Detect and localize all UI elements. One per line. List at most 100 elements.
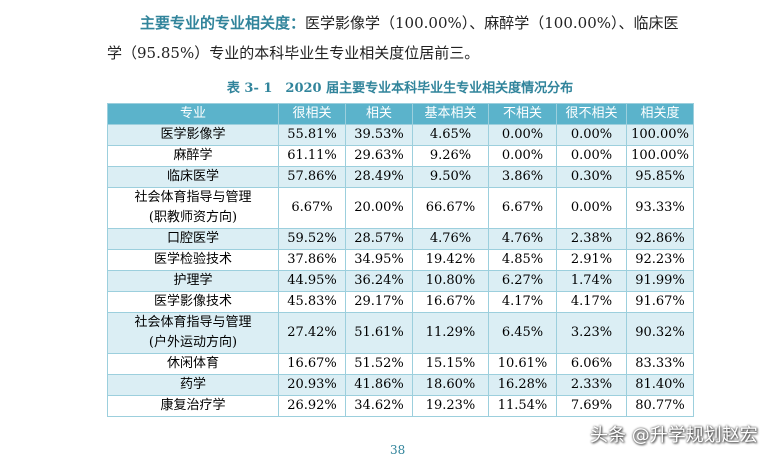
major-line: 口腔医学 [166,231,219,246]
table-row: 休闲体育 16.67% 51.52% 15.15% 10.61% 6.06% 83.33% [107,353,694,375]
value-cell: 4.76% [412,228,489,250]
value-cell: 81.40% [626,374,694,396]
value-cell: 59.52% [278,228,346,250]
value-cell: 91.99% [626,270,694,292]
value-cell: 26.92% [278,395,346,417]
table-row: 麻醉学 61.11% 29.63% 9.26% 0.00% 0.00% 100.00% [107,145,694,167]
value-cell: 4.17% [556,291,627,313]
header-cell: 相关度 [626,103,694,125]
value-cell: 19.23% [412,395,489,417]
value-cell: 6.06% [556,353,627,375]
value-cell: 44.95% [278,270,346,292]
major-line: 护理学 [173,273,213,288]
major-cell: 社会体育指导与管理 (职教师资方向) [107,187,279,229]
value-cell: 15.15% [412,353,489,375]
major-line: (户外运动方向) [148,335,238,350]
table-row: 药学 20.93% 41.86% 18.60% 16.28% 2.33% 81.40% [107,374,694,396]
value-cell: 16.28% [488,374,557,396]
value-cell: 90.32% [626,312,694,354]
value-cell: 20.00% [345,187,413,229]
value-cell: 1.74% [556,270,627,292]
value-cell: 66.67% [412,187,489,229]
value-cell: 0.00% [488,145,557,167]
value-cell: 4.85% [488,249,557,271]
value-cell: 80.77% [626,395,694,417]
major-cell: 医学检验技术 [107,249,279,271]
major-line: 临床医学 [166,169,219,184]
value-cell: 0.00% [556,145,627,167]
value-cell: 92.23% [626,249,694,271]
value-cell: 45.83% [278,291,346,313]
major-line: 医学影像学 [160,127,226,142]
table-row: 社会体育指导与管理 (职教师资方向) 6.67% 20.00% 66.67% 6.67% 0… [107,187,694,229]
major-line: 康复治疗学 [160,398,226,413]
table: 专业 很相关 相关 基本相关 不相关 很不相关 相关度 医学影像学 55.81% 39.53% 4… [107,103,694,417]
value-cell: 28.57% [345,228,413,250]
value-cell: 37.86% [278,249,346,271]
header-cell: 基本相关 [412,103,489,125]
major-line: 医学影像技术 [153,294,232,309]
value-cell: 2.91% [556,249,627,271]
major-line: 社会体育指导与管理 [134,315,252,330]
major-line: 药学 [179,377,206,392]
value-cell: 4.76% [488,228,557,250]
value-cell: 83.33% [626,353,694,375]
value-cell: 100.00% [626,124,694,146]
value-cell: 36.24% [345,270,413,292]
major-line: 麻醉学 [173,148,213,163]
major-line: 社会体育指导与管理 [134,190,252,205]
major-cell: 口腔医学 [107,228,279,250]
value-cell: 34.95% [345,249,413,271]
value-cell: 4.17% [488,291,557,313]
value-cell: 51.61% [345,312,413,354]
value-cell: 6.45% [488,312,557,354]
value-cell: 39.53% [345,124,413,146]
value-cell: 9.50% [412,166,489,188]
major-cell: 医学影像学 [107,124,279,146]
value-cell: 0.00% [488,124,557,146]
value-cell: 57.86% [278,166,346,188]
major-cell: 康复治疗学 [107,395,279,417]
header-cell: 不相关 [488,103,557,125]
table-caption: 表 3- 1 2020 届主要专业本科毕业生专业相关度情况分布 [226,81,574,96]
table-row: 医学影像学 55.81% 39.53% 4.65% 0.00% 0.00% 100.00% [107,124,694,146]
value-cell: 27.42% [278,312,346,354]
header-row: 专业 很相关 相关 基本相关 不相关 很不相关 相关度 [107,103,694,125]
value-cell: 34.62% [345,395,413,417]
paragraph-text: 医学影像学（100.00%）、麻醉学（100.00%）、临床医 [305,14,679,32]
table-row: 医学影像技术 45.83% 29.17% 16.67% 4.17% 4.17% 91.67% [107,291,694,313]
table-row: 社会体育指导与管理 (户外运动方向) 27.42% 51.61% 11.29% 6.45%… [107,312,694,354]
table-row: 护理学 44.95% 36.24% 10.80% 6.27% 1.74% 91.99% [107,270,694,292]
value-cell: 92.86% [626,228,694,250]
header-cell: 专业 [107,103,279,125]
table-row: 康复治疗学 26.92% 34.62% 19.23% 11.54% 7.69% 80.77% [107,395,694,417]
value-cell: 7.69% [556,395,627,417]
value-cell: 6.27% [488,270,557,292]
value-cell: 4.65% [412,124,489,146]
value-cell: 100.00% [626,145,694,167]
page-number: 38 [390,443,406,457]
paragraph-line: 主要专业的专业相关度：医学影像学（100.00%）、麻醉学（100.00%）、临… [140,12,679,33]
value-cell: 55.81% [278,124,346,146]
value-cell: 51.52% [345,353,413,375]
major-line: 医学检验技术 [153,252,232,267]
major-cell: 社会体育指导与管理 (户外运动方向) [107,312,279,354]
value-cell: 41.86% [345,374,413,396]
major-line: 休闲体育 [166,356,219,371]
paragraph-lead: 主要专业的专业相关度： [140,14,306,32]
value-cell: 3.86% [488,166,557,188]
value-cell: 28.49% [345,166,413,188]
value-cell: 93.33% [626,187,694,229]
value-cell: 3.23% [556,312,627,354]
major-cell: 麻醉学 [107,145,279,167]
value-cell: 2.38% [556,228,627,250]
header-cell: 很相关 [278,103,346,125]
value-cell: 61.11% [278,145,346,167]
header-cell: 相关 [345,103,413,125]
value-cell: 19.42% [412,249,489,271]
table-row: 医学检验技术 37.86% 34.95% 19.42% 4.85% 2.91% 92.23% [107,249,694,271]
table-row: 临床医学 57.86% 28.49% 9.50% 3.86% 0.30% 95.85% [107,166,694,188]
value-cell: 6.67% [278,187,346,229]
major-cell: 护理学 [107,270,279,292]
